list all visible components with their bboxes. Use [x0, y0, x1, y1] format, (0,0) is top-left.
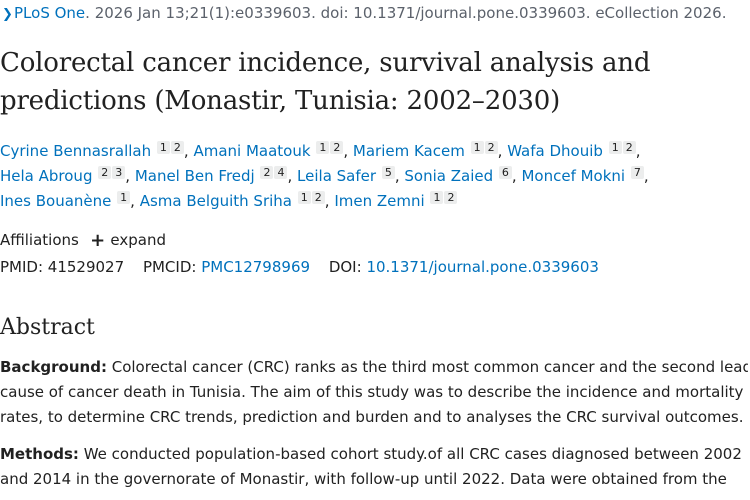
affiliation-ref[interactable]: 7: [630, 166, 644, 179]
author-separator: ,: [130, 192, 135, 210]
author-separator: ,: [343, 142, 349, 160]
author-separator: ,: [394, 167, 400, 185]
chevron-right-icon[interactable]: ❯: [2, 7, 13, 22]
author-link[interactable]: Imen Zemni: [334, 192, 425, 210]
author-link[interactable]: Sonia Zaied: [404, 167, 494, 185]
article-title: Colorectal cancer incidence, survival an…: [0, 44, 748, 120]
affiliation-ref[interactable]: 3: [112, 166, 126, 179]
citation-details: . 2026 Jan 13;21(1):e0339603. doi: 10.13…: [85, 4, 727, 22]
author-link[interactable]: Leila Safer: [297, 167, 377, 185]
background-label: Background:: [0, 358, 107, 376]
doi-label: DOI:: [328, 258, 362, 276]
affiliation-ref[interactable]: 2: [444, 191, 458, 204]
author-link[interactable]: Wafa Dhouib: [507, 142, 603, 160]
affiliations-row: Affiliations + expand: [0, 229, 166, 251]
author-separator: ,: [125, 167, 131, 185]
abstract-text-line: We conducted population-based cohort stu…: [78, 445, 742, 463]
plus-icon: +: [90, 230, 106, 251]
abstract-text-line: rates, to determine CRC trends, predicti…: [0, 408, 744, 426]
affiliation-ref[interactable]: 1: [470, 141, 484, 154]
affiliation-ref[interactable]: 2: [260, 166, 274, 179]
expand-affiliations-button[interactable]: + expand: [90, 229, 166, 252]
abstract-heading: Abstract: [0, 315, 95, 340]
affiliation-ref[interactable]: 1: [316, 141, 330, 154]
affiliation-ref[interactable]: 1: [430, 191, 444, 204]
pmid-label: PMID:: [0, 258, 44, 276]
affiliation-ref[interactable]: 1: [156, 141, 170, 154]
author-separator: ,: [643, 167, 649, 185]
author-link[interactable]: Asma Belguith Sriha: [139, 192, 292, 210]
methods-label: Methods:: [0, 445, 79, 463]
affiliation-ref[interactable]: 2: [311, 191, 325, 204]
author-link[interactable]: Mariem Kacem: [352, 142, 465, 160]
identifiers-row: PMID: 41529027 PMCID: PMC12798969 DOI: 1…: [0, 256, 599, 278]
affiliation-ref[interactable]: 1: [117, 191, 131, 204]
author-link[interactable]: Ines Bouanène: [0, 192, 112, 210]
pmcid-label: PMCID:: [142, 258, 197, 276]
affiliation-ref[interactable]: 2: [98, 166, 112, 179]
affiliations-label: Affiliations: [0, 231, 79, 249]
author-link[interactable]: Cyrine Bennasrallah: [0, 142, 152, 160]
abstract-methods: Methods: We conducted population-based c…: [0, 442, 748, 492]
article-title-line: Colorectal cancer incidence, survival an…: [0, 48, 651, 78]
author-separator: ,: [497, 142, 503, 160]
abstract-background: Background: Colorectal cancer (CRC) rank…: [0, 355, 748, 430]
author-link[interactable]: Manel Ben Fredj: [134, 167, 255, 185]
affiliation-ref[interactable]: 2: [622, 141, 636, 154]
abstract-text-line: Colorectal cancer (CRC) ranks as the thi…: [106, 358, 748, 376]
author-separator: ,: [324, 192, 330, 210]
abstract-text-line: and 2014 in the governorate of Monastir,…: [0, 470, 727, 488]
affiliation-ref[interactable]: 1: [608, 141, 622, 154]
author-link[interactable]: Amani Maatouk: [193, 142, 311, 160]
author-separator: ,: [511, 167, 517, 185]
author-separator: ,: [287, 167, 293, 185]
expand-label: expand: [110, 231, 166, 249]
author-link[interactable]: Moncef Mokni: [521, 167, 626, 185]
pmid-value: 41529027: [47, 258, 125, 276]
affiliation-ref[interactable]: 1: [297, 191, 311, 204]
journal-link[interactable]: PLoS One: [14, 4, 86, 22]
affiliation-ref[interactable]: 2: [484, 141, 498, 154]
abstract-text-line: cause of cancer death in Tunisia. The ai…: [0, 383, 744, 401]
affiliation-ref[interactable]: 4: [274, 166, 288, 179]
citation-line: ❯PLoS One. 2026 Jan 13;21(1):e0339603. d…: [0, 2, 750, 24]
affiliation-ref[interactable]: 2: [170, 141, 184, 154]
doi-link[interactable]: 10.1371/journal.pone.0339603: [366, 258, 599, 276]
author-separator: ,: [635, 142, 641, 160]
affiliation-ref[interactable]: 2: [330, 141, 344, 154]
author-separator: ,: [183, 142, 189, 160]
affiliation-ref[interactable]: 5: [381, 166, 395, 179]
affiliation-ref[interactable]: 6: [498, 166, 512, 179]
article-title-line: predictions (Monastir, Tunisia: 2002–203…: [0, 86, 561, 116]
author-link[interactable]: Hela Abroug: [0, 167, 93, 185]
pmcid-link[interactable]: PMC12798969: [201, 258, 311, 276]
